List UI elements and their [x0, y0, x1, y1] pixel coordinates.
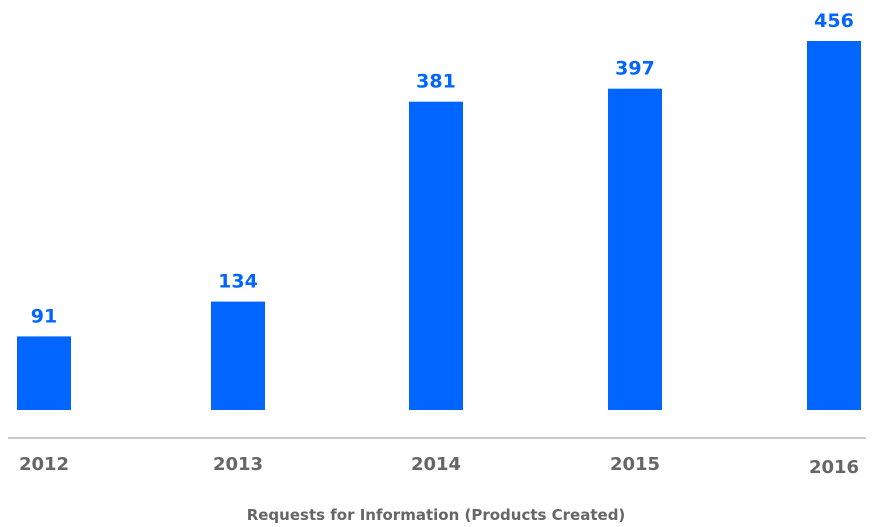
x-tick-label-2015: 2015 — [610, 454, 660, 475]
value-label-2016: 456 — [814, 10, 854, 32]
bar-2015 — [608, 88, 662, 410]
x-tick-label-2013: 2013 — [213, 454, 263, 475]
x-tick-label-2016: 2016 — [809, 457, 859, 478]
x-tick-label-group: 2012 2013 2014 2015 2016 — [19, 454, 859, 478]
x-axis-title: Requests for Information (Products Creat… — [247, 506, 626, 524]
bar-2016 — [807, 41, 861, 410]
bar-2014 — [409, 101, 463, 410]
bar-2013 — [211, 301, 265, 410]
value-label-2015: 397 — [615, 58, 655, 80]
value-label-2014: 381 — [416, 71, 456, 93]
x-tick-label-2014: 2014 — [411, 454, 461, 475]
bar-group — [17, 41, 861, 410]
value-label-group: 91 134 381 397 456 — [31, 10, 854, 327]
value-label-2012: 91 — [31, 305, 57, 327]
x-tick-label-2012: 2012 — [19, 454, 69, 475]
value-label-2013: 134 — [218, 271, 258, 293]
bar-2012 — [17, 336, 71, 410]
